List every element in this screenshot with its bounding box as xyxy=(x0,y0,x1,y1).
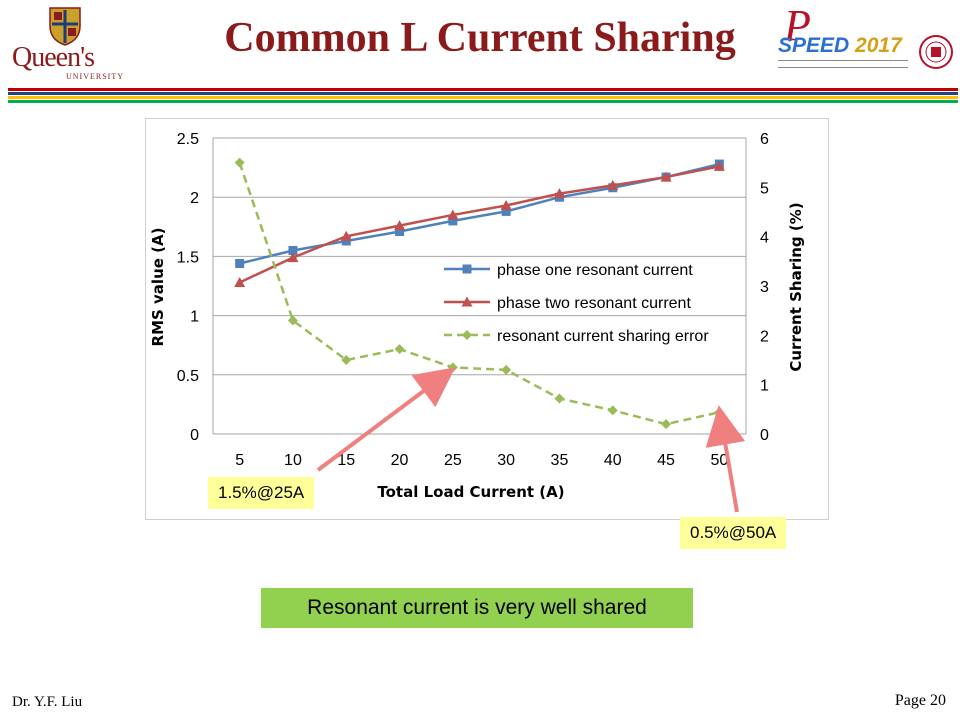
series-3-point xyxy=(234,157,245,168)
legend-label-2: phase two resonant current xyxy=(497,295,691,312)
title-rule-bars xyxy=(8,88,958,104)
series-3-point xyxy=(607,405,618,416)
series-2-point xyxy=(340,230,352,241)
series-3-point xyxy=(341,355,352,365)
series-1-point xyxy=(341,236,351,246)
rule-bar-red xyxy=(8,88,958,91)
series-1-point xyxy=(235,259,245,269)
x-tick-label: 20 xyxy=(391,452,409,469)
rule-bar-green xyxy=(8,100,958,103)
series-1-point xyxy=(501,206,511,216)
callout-50a: 0.5%@50A xyxy=(680,517,787,549)
y2-axis-title: Current Sharing (%) xyxy=(787,202,805,371)
x-tick-label: 45 xyxy=(657,452,675,469)
x-tick-label: 25 xyxy=(444,452,462,469)
series-2-point xyxy=(394,220,406,231)
y2-tick-label: 4 xyxy=(760,230,769,247)
callout-25a: 1.5%@25A xyxy=(208,477,315,509)
logo-wordmark: Queen's xyxy=(12,42,95,73)
series-3-point xyxy=(661,419,672,430)
logo-subtext: UNIVERSITY xyxy=(66,72,124,81)
y2-tick-label: 3 xyxy=(760,279,769,296)
y2-tick-label: 0 xyxy=(760,427,769,444)
legend-label-1: phase one resonant current xyxy=(497,262,693,279)
series-3-point xyxy=(394,344,405,355)
y2-tick-label: 6 xyxy=(760,131,769,148)
y2-tick-label: 2 xyxy=(760,328,769,345)
series-3-point xyxy=(287,315,298,326)
queens-university-logo: Queen's UNIVERSITY xyxy=(8,6,123,81)
logo-letter: P xyxy=(784,1,811,50)
logo-speed-text: SPEED 2017 xyxy=(778,34,902,58)
series-2-point xyxy=(553,188,565,199)
series-1-point xyxy=(288,245,298,255)
y2-tick-label: 1 xyxy=(760,378,769,395)
x-axis-title: Total Load Current (A) xyxy=(377,483,564,501)
x-tick-label: 30 xyxy=(497,452,515,469)
logo-speed-word: SPEED xyxy=(778,34,850,57)
legend-marker-2 xyxy=(461,296,473,307)
y-tick-label: 0.5 xyxy=(177,368,199,385)
y-tick-label: 1.5 xyxy=(177,249,199,266)
logo-year: 2017 xyxy=(855,34,902,57)
series-2-point xyxy=(447,209,459,220)
y-axis-title: RMS value (A) xyxy=(149,228,167,347)
series-3-point xyxy=(501,364,512,375)
series-2-point xyxy=(607,179,619,190)
x-tick-label: 5 xyxy=(235,452,244,469)
legend-marker-1 xyxy=(462,264,472,274)
legend-marker-3 xyxy=(462,330,472,340)
conclusion-banner: Resonant current is very well shared xyxy=(261,588,693,628)
series-2-point xyxy=(500,199,512,210)
series-1-point xyxy=(395,227,405,237)
series-line-2 xyxy=(239,165,720,284)
x-tick-label: 50 xyxy=(710,452,728,469)
y-tick-label: 1 xyxy=(190,309,199,326)
x-tick-label: 10 xyxy=(284,452,302,469)
arrow-25a xyxy=(316,367,456,472)
rule-bar-gold xyxy=(8,96,958,99)
legend-label-3: resonant current sharing error xyxy=(497,328,709,345)
crest-icon xyxy=(49,7,81,46)
y-tick-label: 0 xyxy=(190,427,199,444)
y-tick-label: 2 xyxy=(190,190,199,207)
series-1-point xyxy=(448,216,458,226)
y-tick-label: 2.5 xyxy=(177,131,199,148)
page-number: Page 20 xyxy=(894,692,946,709)
x-tick-label: 15 xyxy=(337,452,355,469)
series-2-point xyxy=(660,171,672,182)
x-tick-label: 35 xyxy=(551,452,569,469)
logo-small-print xyxy=(778,60,908,68)
series-2-point xyxy=(287,252,299,263)
series-3-point xyxy=(554,393,565,404)
y2-tick-label: 5 xyxy=(760,180,769,197)
slide-title: Common L Current Sharing xyxy=(224,15,736,61)
chart-area: 0 0.5 1 1.5 2 2.5 0 1 2 3 4 5 6 5 10 15 20 25 30 35 40 45 50 To… xyxy=(145,118,829,520)
author-name: Dr. Y.F. Liu xyxy=(12,694,83,710)
series-2-point xyxy=(234,276,246,287)
seal-icon xyxy=(919,35,953,69)
series-line-3 xyxy=(238,162,720,426)
rule-bar-navy xyxy=(8,92,958,95)
arrow-50a xyxy=(705,405,746,513)
x-tick-label: 40 xyxy=(604,452,622,469)
speed-2017-logo: P SPEED 2017 xyxy=(772,1,956,88)
series-2-point xyxy=(713,160,725,171)
